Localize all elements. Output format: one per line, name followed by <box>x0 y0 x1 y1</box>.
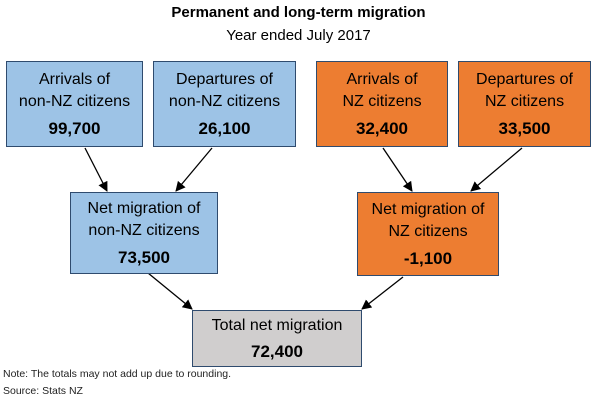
box-value: 32,400 <box>356 118 408 138</box>
source-note: Source: Stats NZ <box>3 385 83 397</box>
box-label: NZ citizens <box>342 92 422 110</box>
net-migration-non-nz-box: Net migration of non-NZ citizens 73,500 <box>70 192 218 274</box>
box-label: NZ citizens <box>484 92 565 110</box>
box-label: Arrivals of <box>346 70 418 88</box>
box-label: Arrivals of <box>38 70 111 88</box>
departures-nz-box: Departures of NZ citizens 33,500 <box>458 61 591 147</box>
departures-non-nz-box: Departures of non-NZ citizens 26,100 <box>153 61 296 147</box>
box-value: 99,700 <box>48 118 101 138</box>
box-value: -1,100 <box>403 248 453 268</box>
diagram-subtitle: Year ended July 2017 <box>226 27 371 44</box>
arrivals-nz-box: Arrivals of NZ citizens 32,400 <box>316 61 448 147</box>
box-label: Total net migration <box>211 316 343 334</box>
box-label: non-NZ citizens <box>18 92 131 110</box>
box-label: Departures of <box>476 70 573 88</box>
box-label: Net migration of <box>371 200 485 218</box>
arrow-net-non-nz-to-total <box>147 272 193 310</box>
net-migration-nz-box: Net migration of NZ citizens -1,100 <box>357 192 499 276</box>
arrivals-non-nz-box: Arrivals of non-NZ citizens 99,700 <box>6 61 143 147</box>
diagram-title: Permanent and long-term migration <box>171 4 426 21</box>
arrow-net-nz-to-total <box>361 276 404 310</box>
box-value: 33,500 <box>498 118 551 138</box>
rounding-note: Note: The totals may not add up due to r… <box>3 368 232 380</box>
box-value: 73,500 <box>118 247 170 267</box>
box-label: non-NZ citizens <box>168 92 281 110</box>
total-net-migration-box: Total net migration 72,400 <box>192 310 362 367</box>
box-value: 72,400 <box>251 341 303 361</box>
box-label: Net migration of <box>87 199 201 217</box>
arrow-arrivals-nz-to-net <box>382 147 413 192</box>
arrow-departures-non-nz-to-net <box>175 147 213 192</box>
arrow-arrivals-non-nz-to-net <box>84 147 108 192</box>
arrow-departures-nz-to-net <box>470 147 523 192</box>
box-value: 26,100 <box>198 118 251 138</box>
box-label: Departures of <box>176 70 273 88</box>
box-label: non-NZ citizens <box>88 221 200 239</box>
box-label: NZ citizens <box>388 222 468 240</box>
